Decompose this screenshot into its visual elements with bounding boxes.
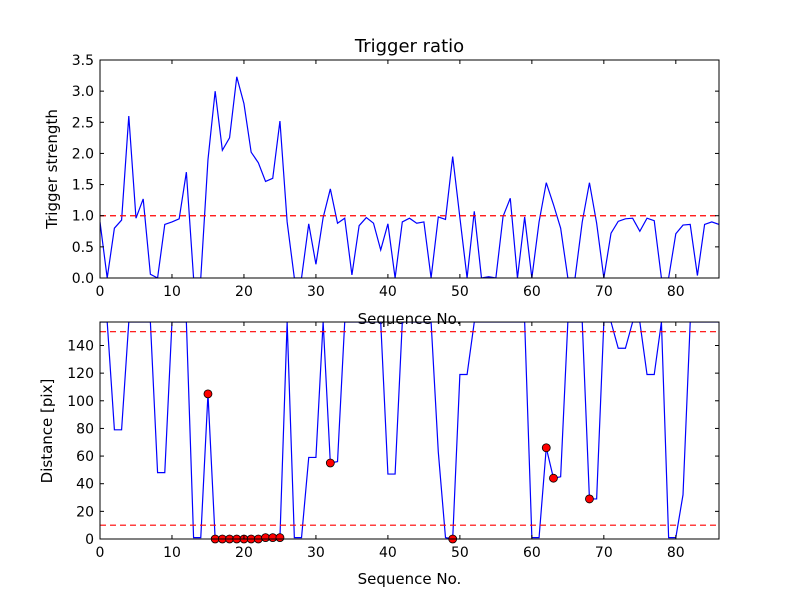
data-point-marker <box>541 443 551 453</box>
y-tick-label: 140 <box>67 338 94 354</box>
x-axis-label: Sequence No. <box>358 310 462 328</box>
y-tick-label: 100 <box>67 394 94 410</box>
data-point-marker <box>325 458 335 468</box>
y-tick-label: 40 <box>76 477 94 493</box>
y-tick-label: 0 <box>85 532 94 548</box>
x-tick-label: 60 <box>523 284 541 300</box>
plot-area <box>100 76 719 278</box>
y-tick-label: 60 <box>76 449 94 465</box>
data-point-marker <box>585 494 594 504</box>
distance-panel: Sequence No. Distance [pix] 0 10 20 30 40 50 6… <box>38 321 720 588</box>
x-tick-label: 40 <box>379 284 397 300</box>
x-tick-label: 30 <box>307 284 325 300</box>
y-tick-label: 2.5 <box>72 115 94 131</box>
x-tick-label: 0 <box>96 545 105 561</box>
axes-frame <box>99 321 720 540</box>
y-tick-label: 1.5 <box>72 178 94 194</box>
x-tick-label: 80 <box>667 545 685 561</box>
y-tick-label: 20 <box>76 504 94 520</box>
x-tick-label: 20 <box>235 284 253 300</box>
data-point-marker <box>275 533 285 543</box>
series-line-1 <box>100 76 719 278</box>
y-tick-label: 0.0 <box>72 271 94 287</box>
x-tick-label: 80 <box>667 284 685 300</box>
x-tick-label: 0 <box>96 284 105 300</box>
y-tick-label: 1.0 <box>72 209 94 225</box>
plot-area <box>100 322 719 539</box>
data-point-marker <box>549 473 558 483</box>
y-tick-label: 2.0 <box>72 146 94 162</box>
y-tick-label: 3.0 <box>72 84 94 100</box>
y-axis-label: Trigger strength <box>43 109 61 230</box>
axes-frame <box>99 59 720 279</box>
trigger-ratio-panel: Trigger ratio Sequence No. Trigger stren… <box>43 36 720 328</box>
y-axis-label: Distance [pix] <box>38 379 56 484</box>
y-tick-label: 0.5 <box>72 240 94 256</box>
x-tick-label: 50 <box>451 284 469 300</box>
series-line-1 <box>100 322 719 539</box>
y-tick-label: 3.5 <box>72 53 94 69</box>
y-tick-label: 80 <box>76 421 94 437</box>
x-tick-label: 50 <box>451 545 469 561</box>
x-tick-label: 70 <box>595 545 613 561</box>
x-tick-label: 70 <box>595 284 613 300</box>
x-tick-label: 10 <box>163 284 181 300</box>
x-tick-label: 60 <box>523 545 541 561</box>
x-tick-label: 20 <box>235 545 253 561</box>
data-point-marker <box>203 389 213 399</box>
y-tick-label: 120 <box>67 366 94 382</box>
x-axis-label: Sequence No. <box>358 570 462 588</box>
chart-title: Trigger ratio <box>354 36 464 57</box>
x-tick-label: 40 <box>379 545 397 561</box>
x-tick-label: 30 <box>307 545 325 561</box>
x-tick-label: 10 <box>163 545 181 561</box>
